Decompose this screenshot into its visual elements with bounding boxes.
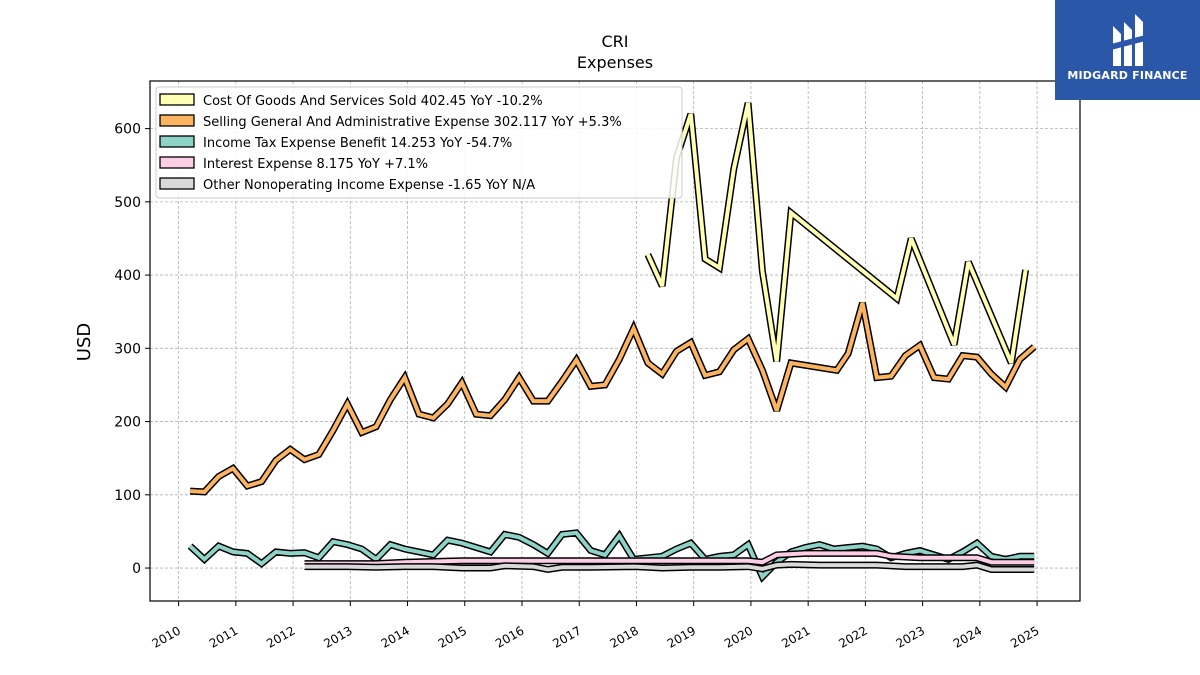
y-tick-label: 300: [114, 341, 141, 357]
legend-swatch: [159, 177, 195, 190]
y-axis-label: USD: [74, 323, 95, 361]
legend-swatch: [159, 93, 195, 106]
x-tick-label: 2013: [321, 623, 354, 650]
y-tick-label: 600: [114, 122, 141, 138]
x-tick-label: 2022: [836, 623, 869, 650]
plot-frame: [149, 80, 1081, 602]
brand-name: MIDGARD FINANCE: [1067, 69, 1188, 82]
y-tick-label: 200: [114, 415, 141, 431]
legend-swatch: [159, 135, 195, 148]
series-line-0: [646, 102, 1028, 364]
x-tick-label: 2020: [722, 623, 755, 650]
legend-label: Income Tax Expense Benefit 14.253 YoY -5…: [203, 136, 512, 151]
x-tick-label: 2016: [493, 623, 526, 650]
legend-label: Selling General And Administrative Expen…: [203, 115, 622, 130]
y-axis-ticks: 0 100 200 300 400 500 600: [114, 122, 150, 577]
legend-label: Other Nonoperating Income Expense -1.65 …: [203, 178, 535, 193]
brand-logo-mark-icon: [1111, 14, 1149, 66]
y-tick-label: 0: [132, 561, 141, 577]
x-tick-label: 2025: [1008, 623, 1041, 650]
series-lines: [187, 102, 1037, 583]
x-tick-label: 2015: [436, 623, 469, 650]
x-tick-label: 2012: [264, 623, 297, 650]
x-tick-label: 2010: [150, 623, 183, 650]
legend-swatch: [159, 114, 195, 127]
series-outline-0: [644, 102, 1030, 365]
legend-label: Interest Expense 8.175 YoY +7.1%: [203, 157, 428, 172]
x-tick-label: 2011: [207, 623, 240, 650]
legend-box: [155, 86, 683, 199]
x-tick-label: 2017: [550, 623, 583, 650]
chart-subtitle: Expenses: [577, 53, 653, 72]
x-tick-label: 2018: [608, 623, 641, 650]
series-line-3: [304, 551, 1035, 566]
legend-swatch: [159, 156, 195, 169]
series-line-1: [189, 302, 1036, 494]
legend-label: Cost Of Goods And Services Sold 402.45 Y…: [203, 94, 543, 109]
legend: Cost Of Goods And Services Sold 402.45 Y…: [155, 86, 683, 199]
y-tick-label: 100: [114, 488, 141, 504]
x-tick-label: 2021: [779, 623, 812, 650]
y-tick-label: 400: [114, 268, 141, 284]
x-tick-label: 2023: [894, 623, 927, 650]
series-outline-1: [189, 301, 1037, 496]
x-tick-label: 2014: [379, 623, 412, 650]
x-tick-label: 2019: [665, 623, 698, 650]
y-tick-label: 500: [114, 195, 141, 211]
x-axis-ticks: 2010 2011 2012 2013 2014 2015 2016 2017 2018 2019…: [150, 601, 1042, 651]
x-tick-label: 2024: [951, 623, 984, 650]
chart-title: CRI: [601, 32, 628, 51]
series-line-4: [304, 562, 1035, 572]
brand-logo: MIDGARD FINANCE: [1055, 0, 1200, 100]
